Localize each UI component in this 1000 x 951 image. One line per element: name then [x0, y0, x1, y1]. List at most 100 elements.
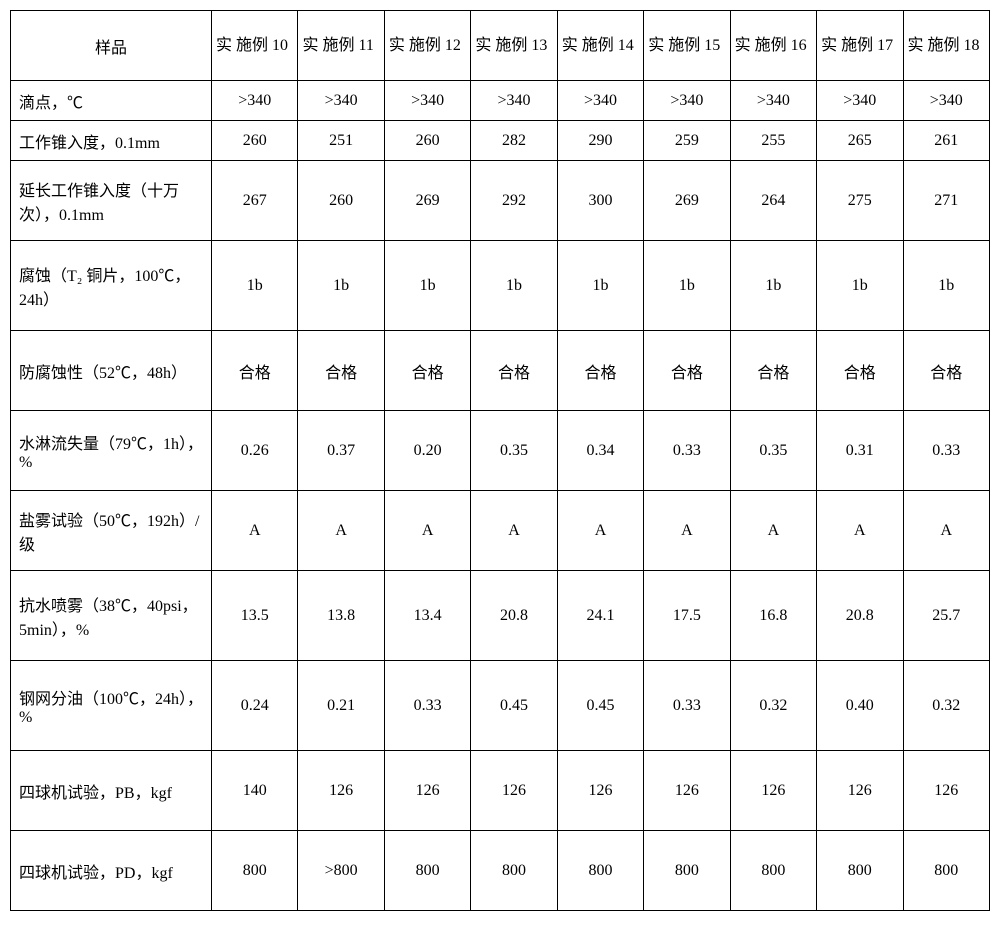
table-row: 抗水喷雾（38℃，40psi，5min），%13.513.813.420.824… [11, 571, 990, 661]
cell: 合格 [212, 331, 298, 411]
cell: 合格 [817, 331, 903, 411]
header-col-6: 实 施例 16 [730, 11, 816, 81]
cell: 259 [644, 121, 730, 161]
cell: 264 [730, 161, 816, 241]
cell: >340 [557, 81, 643, 121]
data-table: 样品 实 施例 10 实 施例 11 实 施例 12 实 施例 13 实 施例 … [10, 10, 990, 911]
cell: 261 [903, 121, 989, 161]
cell: 0.32 [903, 661, 989, 751]
header-sample: 样品 [11, 11, 212, 81]
cell: 20.8 [471, 571, 557, 661]
cell: 0.40 [817, 661, 903, 751]
cell: 800 [557, 831, 643, 911]
cell: 0.37 [298, 411, 384, 491]
cell: 13.8 [298, 571, 384, 661]
table-row: 水淋流失量（79℃，1h），%0.260.370.200.350.340.330… [11, 411, 990, 491]
cell: 25.7 [903, 571, 989, 661]
cell: 271 [903, 161, 989, 241]
cell: A [384, 491, 470, 571]
cell: 合格 [730, 331, 816, 411]
cell: >340 [730, 81, 816, 121]
cell: 260 [384, 121, 470, 161]
table-row: 防腐蚀性（52℃，48h）合格合格合格合格合格合格合格合格合格 [11, 331, 990, 411]
row-label: 四球机试验，PD，kgf [11, 831, 212, 911]
cell: 0.33 [384, 661, 470, 751]
cell: 17.5 [644, 571, 730, 661]
cell: 800 [212, 831, 298, 911]
cell: 282 [471, 121, 557, 161]
cell: A [730, 491, 816, 571]
cell: 0.34 [557, 411, 643, 491]
cell: 290 [557, 121, 643, 161]
cell: 300 [557, 161, 643, 241]
cell: 140 [212, 751, 298, 831]
cell: 255 [730, 121, 816, 161]
cell: 800 [384, 831, 470, 911]
row-label: 延长工作锥入度（十万次），0.1mm [11, 161, 212, 241]
cell: >340 [212, 81, 298, 121]
cell: 合格 [471, 331, 557, 411]
cell: 合格 [903, 331, 989, 411]
row-label: 水淋流失量（79℃，1h），% [11, 411, 212, 491]
cell: 1b [557, 241, 643, 331]
header-col-0: 实 施例 10 [212, 11, 298, 81]
cell: 0.31 [817, 411, 903, 491]
cell: 合格 [384, 331, 470, 411]
cell: 126 [471, 751, 557, 831]
cell: A [212, 491, 298, 571]
cell: 275 [817, 161, 903, 241]
cell: A [903, 491, 989, 571]
cell: 0.24 [212, 661, 298, 751]
cell: 800 [817, 831, 903, 911]
cell: A [817, 491, 903, 571]
table-header-row: 样品 实 施例 10 实 施例 11 实 施例 12 实 施例 13 实 施例 … [11, 11, 990, 81]
cell: 126 [298, 751, 384, 831]
table-body: 滴点，℃>340>340>340>340>340>340>340>340>340… [11, 81, 990, 911]
cell: 1b [298, 241, 384, 331]
cell: 126 [903, 751, 989, 831]
header-col-4: 实 施例 14 [557, 11, 643, 81]
cell: A [644, 491, 730, 571]
cell: 合格 [557, 331, 643, 411]
cell: 13.4 [384, 571, 470, 661]
cell: A [298, 491, 384, 571]
cell: 0.33 [644, 661, 730, 751]
cell: 1b [903, 241, 989, 331]
cell: >340 [644, 81, 730, 121]
table-row: 钢网分油（100℃，24h），%0.240.210.330.450.450.33… [11, 661, 990, 751]
cell: 292 [471, 161, 557, 241]
cell: 0.33 [903, 411, 989, 491]
cell: >800 [298, 831, 384, 911]
table-row: 腐蚀（T₂ 铜片，100℃，24h）1b1b1b1b1b1b1b1b1b [11, 241, 990, 331]
cell: 800 [644, 831, 730, 911]
cell: 1b [817, 241, 903, 331]
cell: 800 [730, 831, 816, 911]
cell: >340 [384, 81, 470, 121]
cell: 126 [644, 751, 730, 831]
header-col-1: 实 施例 11 [298, 11, 384, 81]
row-label: 工作锥入度，0.1mm [11, 121, 212, 161]
cell: 0.20 [384, 411, 470, 491]
cell: 1b [384, 241, 470, 331]
cell: 126 [384, 751, 470, 831]
cell: >340 [471, 81, 557, 121]
header-col-7: 实 施例 17 [817, 11, 903, 81]
header-col-5: 实 施例 15 [644, 11, 730, 81]
cell: 0.45 [471, 661, 557, 751]
cell: A [471, 491, 557, 571]
cell: 0.26 [212, 411, 298, 491]
cell: 0.32 [730, 661, 816, 751]
cell: >340 [903, 81, 989, 121]
cell: 800 [903, 831, 989, 911]
table-row: 四球机试验，PD，kgf800>800800800800800800800800 [11, 831, 990, 911]
cell: 16.8 [730, 571, 816, 661]
table-row: 滴点，℃>340>340>340>340>340>340>340>340>340 [11, 81, 990, 121]
cell: A [557, 491, 643, 571]
cell: 合格 [298, 331, 384, 411]
cell: 1b [644, 241, 730, 331]
cell: 1b [471, 241, 557, 331]
table-row: 四球机试验，PB，kgf140126126126126126126126126 [11, 751, 990, 831]
row-label: 滴点，℃ [11, 81, 212, 121]
cell: 269 [644, 161, 730, 241]
table-row: 盐雾试验（50℃，192h）/级AAAAAAAAA [11, 491, 990, 571]
